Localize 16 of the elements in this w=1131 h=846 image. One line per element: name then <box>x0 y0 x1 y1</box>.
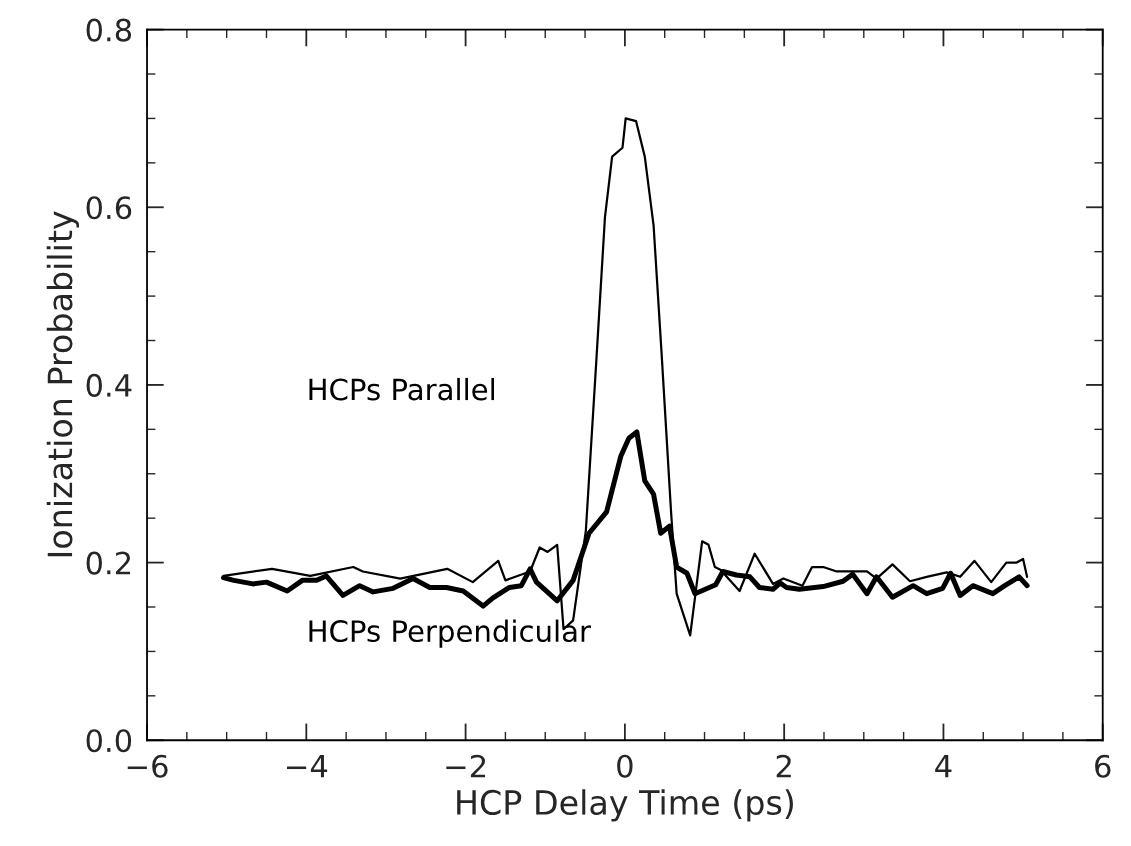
annotation: HCPs Perpendicular <box>309 619 591 648</box>
y-tick-label: 0.8 <box>86 18 132 42</box>
x-tick-label: 0 <box>617 754 633 778</box>
x-axis-title: HCP Delay Time (ps) <box>457 789 793 822</box>
y-tick-label: 0.4 <box>86 373 132 397</box>
x-tick-label: 6 <box>1095 754 1111 778</box>
x-tick-label: 4 <box>935 755 952 778</box>
x-tick-label: −2 <box>446 754 486 778</box>
annotation: HCPs Parallel <box>309 377 495 401</box>
y-tick-label: 0.0 <box>86 729 132 753</box>
x-tick-label: 2 <box>776 754 791 778</box>
y-tick-label: 0.2 <box>86 551 131 575</box>
x-tick-label: −4 <box>287 755 328 778</box>
y-tick-label: 0.6 <box>86 196 132 220</box>
x-tick-label: −6 <box>127 754 168 778</box>
y-axis-title: Ionization Probability <box>46 211 79 557</box>
